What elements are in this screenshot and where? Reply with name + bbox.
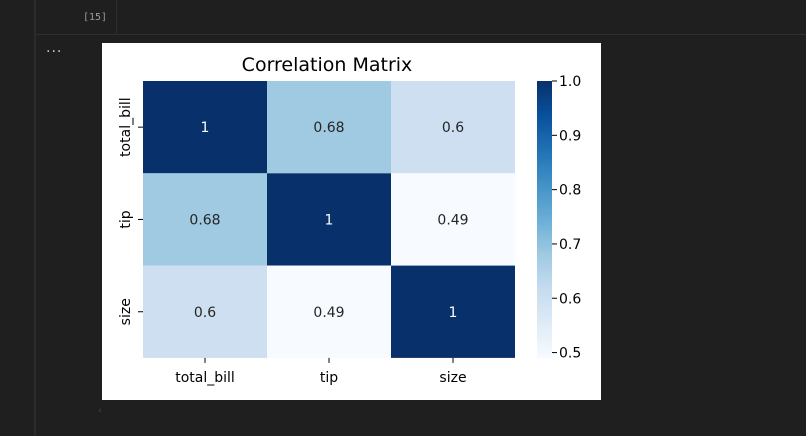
colorbar-tick-label: 1.0 <box>559 74 581 90</box>
colorbar <box>537 81 552 358</box>
heatmap-cell <box>267 173 391 266</box>
row-label: size <box>118 298 134 325</box>
heatmap-cells: 1 0.68 0.6 0.68 1 0.49 0.6 0.49 1 <box>143 81 515 358</box>
gutter-line <box>34 0 36 436</box>
output-more-button[interactable]: ... <box>46 40 63 56</box>
cell-value-label: 0.68 <box>189 212 220 228</box>
colorbar-tick-label: 0.8 <box>559 183 581 199</box>
heatmap-cell <box>143 81 267 174</box>
output-figure: Correlation Matrix 1 0.68 0.6 0.68 1 0.49 0.6 0… <box>102 43 601 400</box>
input-divider <box>116 0 117 34</box>
cell-value-label: 0.49 <box>437 212 468 228</box>
colorbar-ticks: 0.5 0.6 0.7 0.8 0.9 1.0 <box>552 74 581 362</box>
cell-value-label: 0.6 <box>442 120 464 136</box>
cell-value-label: 0.49 <box>313 305 344 321</box>
colorbar-tick-label: 0.7 <box>559 237 581 253</box>
heatmap-cell <box>391 81 515 174</box>
heatmap-cell <box>391 265 515 358</box>
colorbar-tick-label: 0.6 <box>559 291 581 307</box>
heatmap-cell <box>143 265 267 358</box>
column-label: size <box>439 370 466 386</box>
scroll-left-icon[interactable]: ‹ <box>98 406 102 416</box>
heatmap-cell <box>391 173 515 266</box>
cell-value-label: 1 <box>449 305 458 321</box>
heatmap-cell <box>267 265 391 358</box>
cell-value-label: 0.68 <box>313 120 344 136</box>
heatmap-cell <box>143 173 267 266</box>
execution-count: [15] <box>83 12 108 23</box>
colorbar-tick-label: 0.9 <box>559 128 581 144</box>
colorbar-tick-label: 0.5 <box>559 346 581 362</box>
heatmap-cell <box>267 81 391 174</box>
chart-title: Correlation Matrix <box>242 54 413 76</box>
row-label: total_bill <box>118 97 134 157</box>
column-label: tip <box>320 370 338 386</box>
code-cell-input[interactable]: [15] <box>36 0 806 35</box>
row-label: tip <box>118 210 134 228</box>
column-label: total_bill <box>175 370 235 386</box>
cell-value-label: 1 <box>325 212 334 228</box>
heatmap-chart: Correlation Matrix 1 0.68 0.60.68 1 0.490.6 0… <box>118 54 581 386</box>
cell-value-label: 1 <box>201 120 210 136</box>
column-labels: total_bill tip size <box>175 357 467 386</box>
cell-value-label: 0.6 <box>194 305 216 321</box>
